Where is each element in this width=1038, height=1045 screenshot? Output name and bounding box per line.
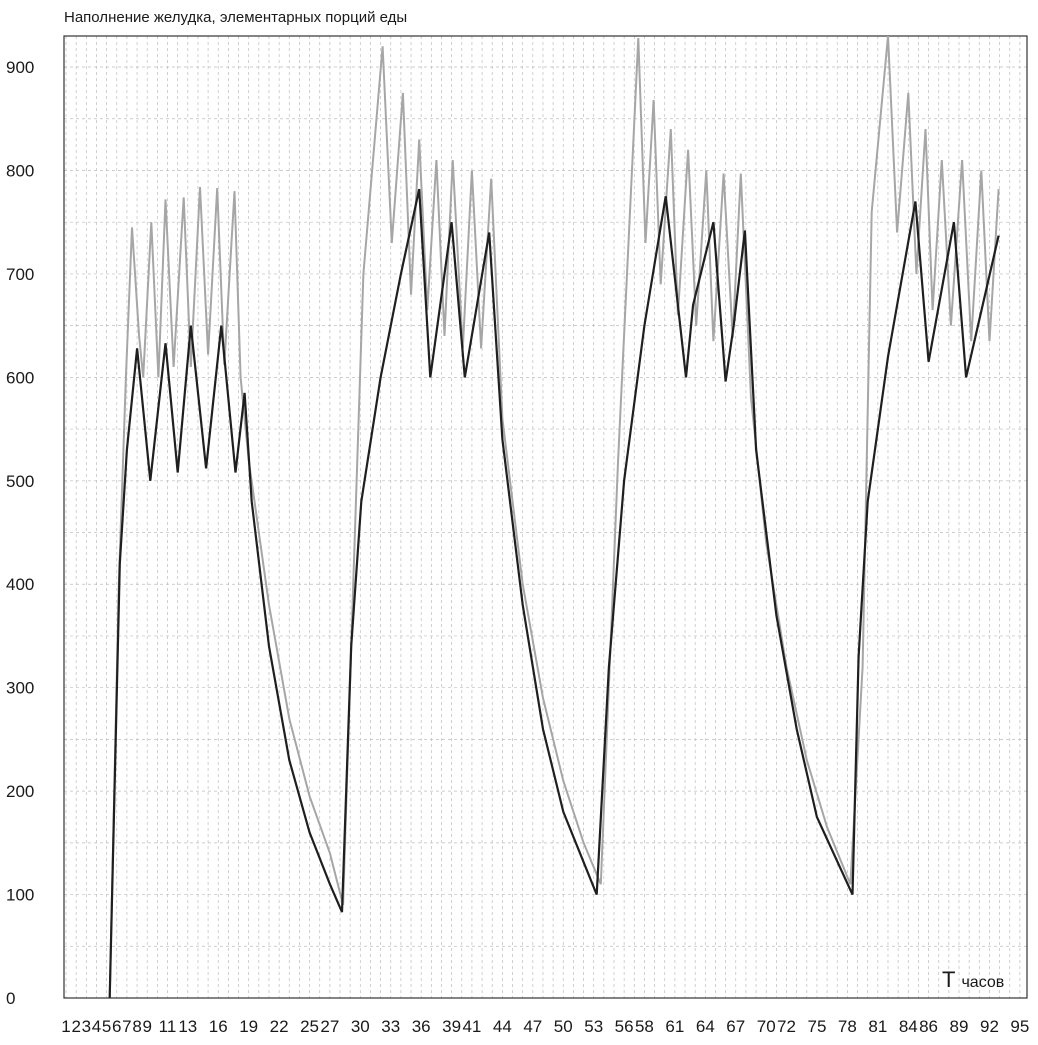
x-tick-label: 41 (462, 1017, 481, 1036)
x-tick-label: 44 (493, 1017, 512, 1036)
x-axis-unit: часов (961, 974, 1004, 991)
series-line-2 (108, 188, 1000, 999)
x-tick-label: 2 (71, 1017, 80, 1036)
x-tick-label: 56 (615, 1017, 634, 1036)
y-tick-label: 700 (6, 265, 34, 284)
x-tick-label: 53 (584, 1017, 603, 1036)
x-axis-symbol: T (942, 967, 955, 992)
y-tick-label: 300 (6, 679, 34, 698)
x-tick-label: 3 (82, 1017, 91, 1036)
y-tick-label: 100 (6, 886, 34, 905)
series-line-1 (108, 35, 1000, 999)
x-tick-label: 30 (351, 1017, 370, 1036)
x-tick-label: 8 (132, 1017, 141, 1036)
x-tick-label: 72 (777, 1017, 796, 1036)
x-tick-label: 95 (1010, 1017, 1029, 1036)
x-tick-label: 70 (757, 1017, 776, 1036)
x-tick-label: 81 (868, 1017, 887, 1036)
plot-frame (63, 35, 1028, 999)
x-tick-label: 50 (554, 1017, 573, 1036)
x-tick-label: 6 (112, 1017, 121, 1036)
x-tick-label: 5 (102, 1017, 111, 1036)
x-tick-label: 19 (239, 1017, 258, 1036)
x-tick-label: 78 (838, 1017, 857, 1036)
x-axis-ticks: 1 2 3 4 5 6 7 8 9 11 13 16 19 22 25 27 30 33 36 39 41 44 47 50 5… (61, 1017, 1029, 1036)
x-tick-label: 86 (919, 1017, 938, 1036)
x-tick-label: 39 (442, 1017, 461, 1036)
x-tick-label: 58 (635, 1017, 654, 1036)
x-tick-label: 13 (178, 1017, 197, 1036)
y-tick-label: 900 (6, 58, 34, 77)
y-tick-label: 800 (6, 161, 34, 180)
series-layer (108, 35, 1000, 999)
x-tick-label: 25 (300, 1017, 319, 1036)
y-tick-label: 0 (6, 989, 15, 1008)
grid (64, 36, 1027, 998)
x-tick-label: 47 (523, 1017, 542, 1036)
chart-title: Наполнение желудка, элементарных порций … (64, 9, 407, 26)
x-tick-label: 64 (696, 1017, 715, 1036)
x-tick-label: 1 (61, 1017, 70, 1036)
x-tick-label: 75 (807, 1017, 826, 1036)
x-tick-label: 11 (159, 1017, 177, 1036)
x-tick-label: 33 (381, 1017, 400, 1036)
y-tick-label: 200 (6, 782, 34, 801)
x-tick-label: 89 (950, 1017, 969, 1036)
x-tick-label: 22 (270, 1017, 289, 1036)
x-tick-label: 36 (412, 1017, 431, 1036)
x-tick-label: 27 (320, 1017, 339, 1036)
y-axis-ticks: 0 100 200 300 400 500 600 700 800 900 (6, 58, 34, 1008)
x-tick-label: 67 (726, 1017, 745, 1036)
x-tick-label: 16 (209, 1017, 228, 1036)
x-tick-label: 61 (665, 1017, 684, 1036)
x-tick-label: 4 (92, 1017, 101, 1036)
x-tick-label: 84 (899, 1017, 918, 1036)
x-tick-label: 9 (142, 1017, 151, 1036)
y-tick-label: 400 (6, 575, 34, 594)
x-tick-label: 7 (122, 1017, 131, 1036)
x-tick-label: 92 (980, 1017, 999, 1036)
y-tick-label: 600 (6, 368, 34, 387)
y-tick-label: 500 (6, 472, 34, 491)
